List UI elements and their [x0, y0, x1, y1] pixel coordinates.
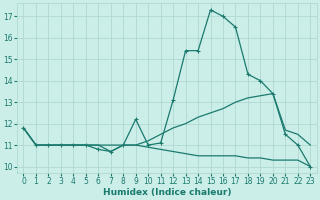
X-axis label: Humidex (Indice chaleur): Humidex (Indice chaleur) — [103, 188, 231, 197]
